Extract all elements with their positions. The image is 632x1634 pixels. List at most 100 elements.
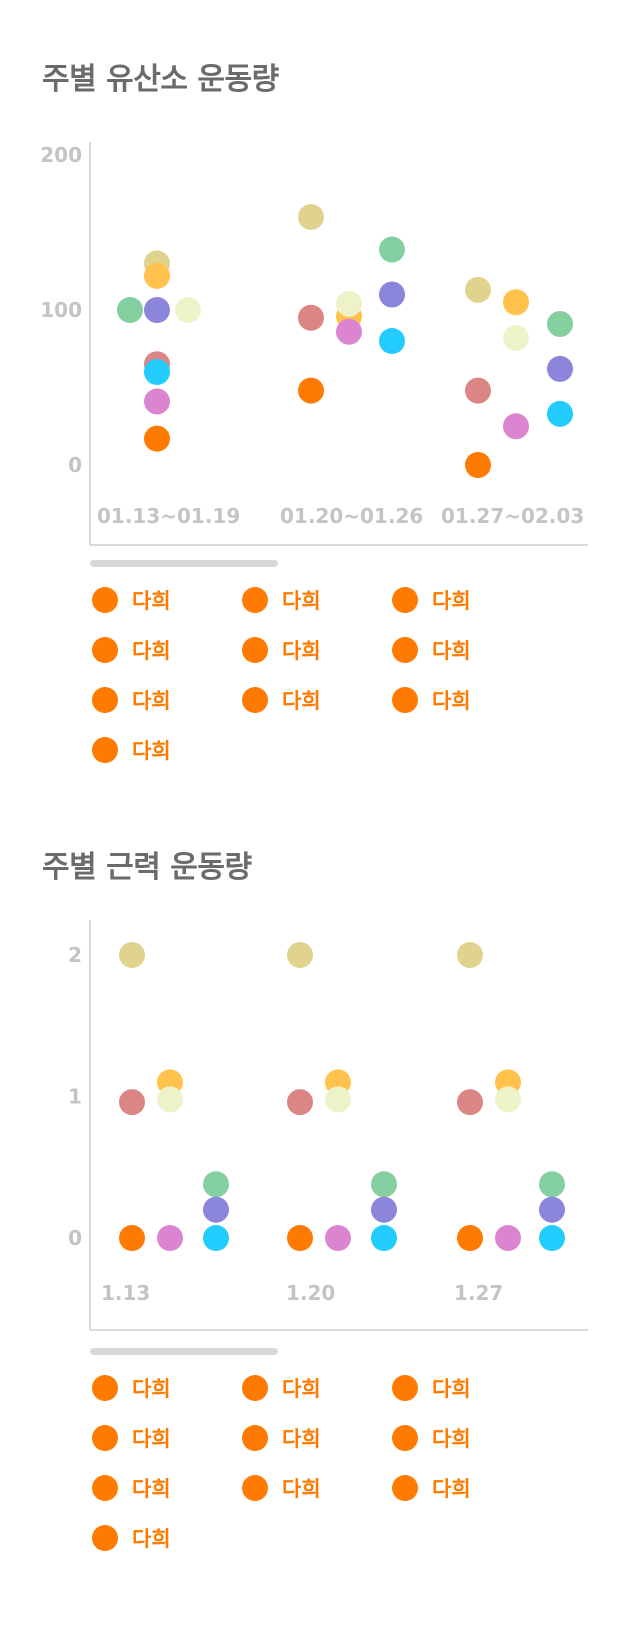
legend-item[interactable]: 다희 — [242, 587, 392, 613]
legend-item[interactable]: 다희 — [92, 1425, 242, 1451]
legend-label: 다희 — [132, 1377, 171, 1401]
data-point[interactable] — [371, 1171, 397, 1198]
data-point[interactable] — [539, 1171, 565, 1198]
legend-dot-icon — [392, 1425, 418, 1451]
data-point[interactable] — [547, 400, 573, 427]
data-point[interactable] — [157, 1086, 183, 1113]
aerobic-scatter-chart: 0 100 200 01.13~01.19 01.20~01.26 01.27~02.03 — [40, 142, 588, 546]
legend-item[interactable]: 다희 — [92, 1375, 242, 1401]
legend-dot-icon — [92, 587, 118, 613]
legend-item[interactable]: 다희 — [92, 587, 242, 613]
legend-item[interactable]: 다희 — [92, 1525, 242, 1551]
data-point[interactable] — [336, 290, 362, 317]
legend-label: 다희 — [432, 589, 471, 613]
legend-dot-icon — [392, 1375, 418, 1401]
strength-chart-scrollbar[interactable] — [90, 1348, 278, 1355]
aerobic-chart-scrollbar[interactable] — [90, 560, 278, 567]
data-point[interactable] — [144, 297, 170, 323]
legend-dot-icon — [92, 1375, 118, 1401]
data-point[interactable] — [495, 1225, 521, 1251]
aerobic-legend: 다희 다희 다희 다희 다희 다희 다희 다희 다희 다희 — [92, 587, 552, 763]
data-point[interactable] — [144, 388, 170, 415]
strength-scatter-chart: 0 1 2 1.13 1.20 1.27 — [68, 920, 588, 1331]
legend-label: 다희 — [282, 689, 321, 713]
data-point[interactable] — [457, 1089, 483, 1116]
legend-label: 다희 — [282, 1427, 321, 1451]
x-category-label: 1.13 — [101, 1281, 150, 1305]
data-point[interactable] — [203, 1196, 229, 1223]
data-point[interactable] — [547, 310, 573, 337]
x-category-label: 1.20 — [286, 1281, 335, 1305]
data-point[interactable] — [203, 1171, 229, 1198]
data-point[interactable] — [336, 318, 362, 345]
legend-dot-icon — [92, 1525, 118, 1551]
legend-dot-icon — [92, 637, 118, 663]
data-point[interactable] — [287, 1089, 313, 1116]
legend-label: 다희 — [132, 1427, 171, 1451]
legend-item[interactable]: 다희 — [392, 587, 542, 613]
data-point[interactable] — [117, 297, 143, 323]
data-point[interactable] — [371, 1225, 397, 1251]
legend-label: 다희 — [282, 1377, 321, 1401]
y-tick-label: 0 — [68, 1226, 82, 1250]
legend-item[interactable]: 다희 — [392, 687, 542, 713]
legend-label: 다희 — [132, 639, 171, 663]
legend-item[interactable]: 다희 — [392, 1375, 542, 1401]
data-point[interactable] — [203, 1225, 229, 1251]
legend-item[interactable]: 다희 — [392, 1425, 542, 1451]
data-point[interactable] — [298, 377, 324, 404]
data-point[interactable] — [298, 304, 324, 331]
data-point[interactable] — [298, 204, 324, 230]
legend-item[interactable]: 다희 — [92, 687, 242, 713]
legend-label: 다희 — [132, 589, 171, 613]
data-point[interactable] — [119, 1089, 145, 1116]
data-point[interactable] — [157, 1225, 183, 1251]
legend-item[interactable]: 다희 — [392, 637, 542, 663]
data-point[interactable] — [465, 377, 491, 404]
data-point[interactable] — [371, 1196, 397, 1223]
legend-item[interactable]: 다희 — [92, 737, 242, 763]
legend-item[interactable]: 다희 — [242, 1425, 392, 1451]
legend-item[interactable]: 다희 — [92, 1475, 242, 1501]
data-point[interactable] — [325, 1225, 351, 1251]
data-point[interactable] — [287, 1225, 313, 1251]
legend-dot-icon — [392, 1475, 418, 1501]
y-tick-label: 1 — [68, 1085, 82, 1109]
data-point[interactable] — [503, 413, 529, 440]
legend-item[interactable]: 다희 — [392, 1475, 542, 1501]
data-point[interactable] — [175, 297, 201, 323]
legend-label: 다희 — [282, 589, 321, 613]
strength-legend: 다희 다희 다희 다희 다희 다희 다희 다희 다희 다희 — [92, 1375, 552, 1551]
x-category-label: 1.27 — [454, 1281, 503, 1305]
legend-item[interactable]: 다희 — [242, 1375, 392, 1401]
legend-label: 다희 — [432, 639, 471, 663]
legend-dot-icon — [242, 1425, 268, 1451]
data-point[interactable] — [144, 262, 170, 289]
data-point[interactable] — [465, 276, 491, 303]
data-point[interactable] — [379, 236, 405, 263]
data-point[interactable] — [457, 1225, 483, 1251]
data-point[interactable] — [379, 281, 405, 308]
data-point[interactable] — [457, 942, 483, 968]
data-point[interactable] — [119, 1225, 145, 1251]
data-point[interactable] — [547, 355, 573, 382]
data-point[interactable] — [119, 942, 145, 968]
legend-item[interactable]: 다희 — [92, 637, 242, 663]
data-point[interactable] — [495, 1086, 521, 1113]
data-point[interactable] — [539, 1196, 565, 1223]
data-point[interactable] — [379, 328, 405, 354]
data-point[interactable] — [144, 359, 170, 385]
data-point[interactable] — [325, 1086, 351, 1113]
data-point[interactable] — [503, 289, 529, 316]
legend-item[interactable]: 다희 — [242, 637, 392, 663]
legend-dot-icon — [92, 737, 118, 763]
data-point[interactable] — [539, 1225, 565, 1251]
data-point[interactable] — [144, 425, 170, 452]
legend-item[interactable]: 다희 — [242, 687, 392, 713]
data-point[interactable] — [465, 452, 491, 478]
legend-label: 다희 — [282, 639, 321, 663]
data-point[interactable] — [503, 324, 529, 351]
data-point[interactable] — [287, 942, 313, 968]
legend-item[interactable]: 다희 — [242, 1475, 392, 1501]
legend-dot-icon — [242, 587, 268, 613]
